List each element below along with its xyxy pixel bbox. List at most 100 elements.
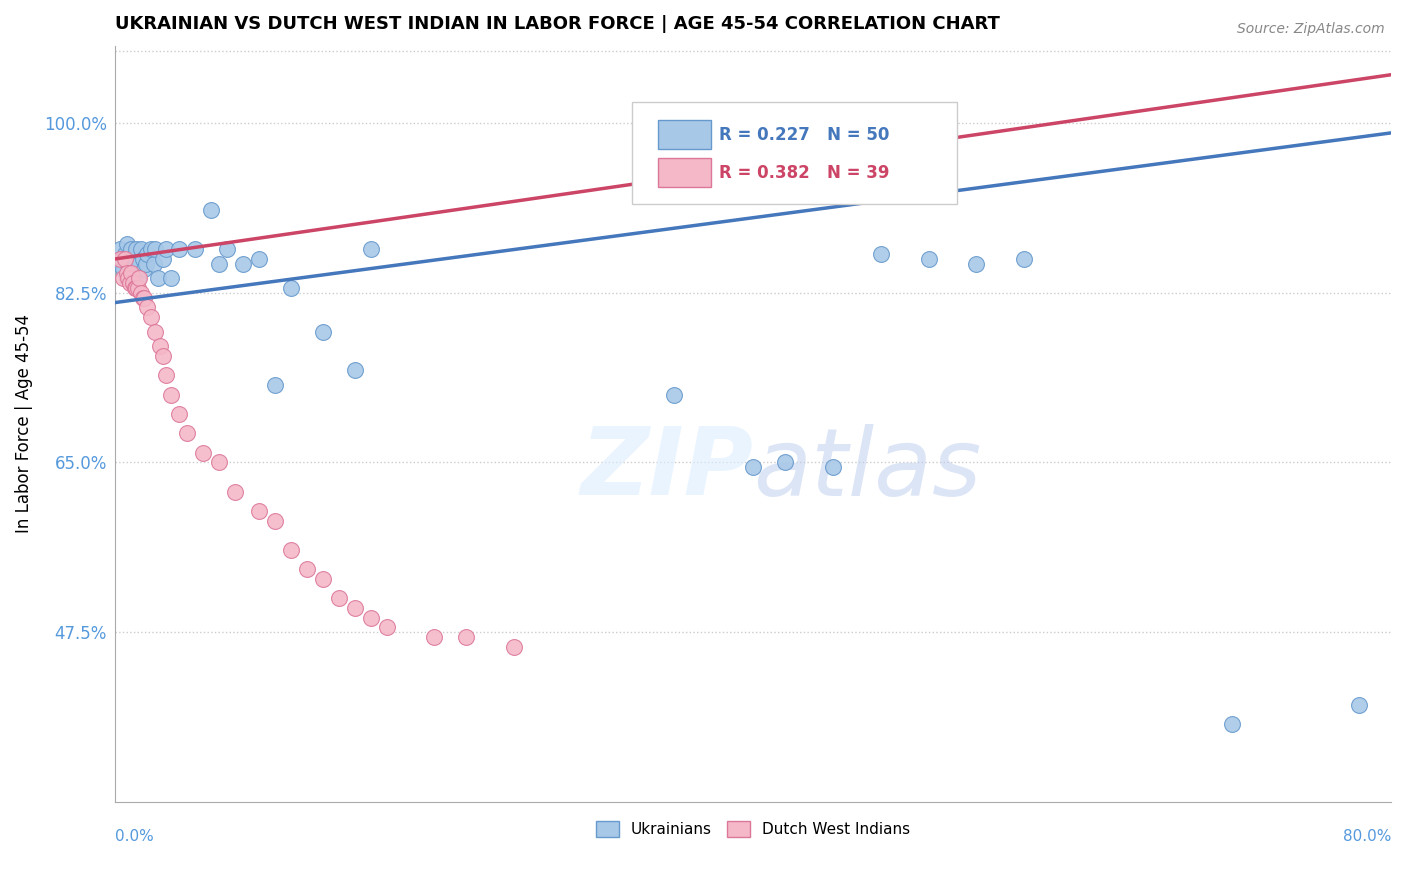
Point bbox=[110, 242, 132, 256]
Point bbox=[224, 484, 246, 499]
Point bbox=[117, 271, 139, 285]
Point bbox=[328, 591, 350, 606]
Point bbox=[114, 252, 136, 266]
Point bbox=[125, 281, 148, 295]
Point bbox=[112, 261, 135, 276]
Point bbox=[124, 281, 146, 295]
Point bbox=[280, 281, 302, 295]
Point bbox=[136, 247, 159, 261]
Point bbox=[208, 455, 231, 469]
Point bbox=[124, 252, 146, 266]
Point bbox=[129, 285, 152, 300]
Point bbox=[423, 630, 446, 644]
Point bbox=[115, 267, 138, 281]
Point bbox=[122, 276, 145, 290]
Point bbox=[114, 247, 136, 261]
Point bbox=[136, 301, 159, 315]
Point bbox=[118, 276, 141, 290]
Point bbox=[215, 242, 238, 256]
Point bbox=[456, 630, 478, 644]
Point bbox=[742, 460, 765, 475]
Point bbox=[917, 252, 939, 266]
Text: 0.0%: 0.0% bbox=[115, 829, 155, 844]
Point bbox=[122, 261, 145, 276]
Text: Source: ZipAtlas.com: Source: ZipAtlas.com bbox=[1237, 22, 1385, 37]
Text: 80.0%: 80.0% bbox=[1343, 829, 1391, 844]
Text: atlas: atlas bbox=[754, 424, 981, 515]
Point bbox=[360, 242, 382, 256]
Point bbox=[120, 252, 142, 266]
Point bbox=[191, 446, 214, 460]
Point bbox=[167, 242, 190, 256]
Point bbox=[112, 271, 135, 285]
Point bbox=[312, 325, 335, 339]
Point bbox=[127, 271, 149, 285]
Point bbox=[139, 242, 162, 256]
Point bbox=[247, 252, 270, 266]
Point bbox=[118, 271, 141, 285]
Point bbox=[120, 267, 142, 281]
Point bbox=[1014, 252, 1036, 266]
Text: R = 0.227   N = 50: R = 0.227 N = 50 bbox=[718, 126, 889, 144]
Point bbox=[312, 572, 335, 586]
FancyBboxPatch shape bbox=[658, 158, 711, 187]
Text: R = 0.382   N = 39: R = 0.382 N = 39 bbox=[718, 163, 889, 182]
Point bbox=[200, 203, 222, 218]
Point bbox=[1220, 717, 1243, 731]
Point bbox=[143, 325, 166, 339]
Legend: Ukrainians, Dutch West Indians: Ukrainians, Dutch West Indians bbox=[589, 815, 917, 843]
Point bbox=[360, 610, 382, 624]
Point bbox=[142, 257, 165, 271]
Point bbox=[127, 281, 149, 295]
Point bbox=[128, 257, 150, 271]
Point bbox=[107, 257, 129, 271]
Point bbox=[152, 252, 174, 266]
Point bbox=[280, 542, 302, 557]
Point bbox=[125, 242, 148, 256]
Point bbox=[247, 504, 270, 518]
Point bbox=[128, 271, 150, 285]
Text: UKRAINIAN VS DUTCH WEST INDIAN IN LABOR FORCE | AGE 45-54 CORRELATION CHART: UKRAINIAN VS DUTCH WEST INDIAN IN LABOR … bbox=[115, 15, 1000, 33]
Point bbox=[184, 242, 207, 256]
Point bbox=[503, 640, 526, 654]
Point bbox=[208, 257, 231, 271]
Point bbox=[343, 363, 366, 377]
Point bbox=[135, 257, 157, 271]
Point bbox=[115, 271, 138, 285]
Point bbox=[134, 291, 156, 305]
Point bbox=[120, 242, 142, 256]
Point bbox=[131, 291, 153, 305]
FancyBboxPatch shape bbox=[658, 120, 711, 149]
Point bbox=[232, 257, 254, 271]
Point bbox=[375, 620, 398, 634]
Point bbox=[160, 271, 183, 285]
Point bbox=[134, 261, 156, 276]
Point bbox=[149, 339, 172, 353]
Point bbox=[343, 600, 366, 615]
Point bbox=[1348, 698, 1371, 712]
Point bbox=[129, 242, 152, 256]
Point bbox=[115, 237, 138, 252]
Point bbox=[155, 242, 177, 256]
Point bbox=[131, 252, 153, 266]
Point bbox=[152, 349, 174, 363]
Point bbox=[148, 271, 170, 285]
Y-axis label: In Labor Force | Age 45-54: In Labor Force | Age 45-54 bbox=[15, 314, 32, 533]
Point bbox=[264, 514, 287, 528]
Point bbox=[110, 252, 132, 266]
Point bbox=[167, 407, 190, 421]
Point bbox=[821, 460, 844, 475]
Point bbox=[117, 257, 139, 271]
Point bbox=[176, 426, 198, 441]
Point bbox=[143, 242, 166, 256]
Point bbox=[662, 387, 685, 401]
Point bbox=[264, 377, 287, 392]
Point bbox=[773, 455, 796, 469]
Point bbox=[139, 310, 162, 324]
Text: ZIP: ZIP bbox=[581, 423, 754, 515]
Point bbox=[869, 247, 891, 261]
Point bbox=[965, 257, 987, 271]
Point bbox=[111, 252, 134, 266]
Point bbox=[160, 387, 183, 401]
Point bbox=[155, 368, 177, 383]
